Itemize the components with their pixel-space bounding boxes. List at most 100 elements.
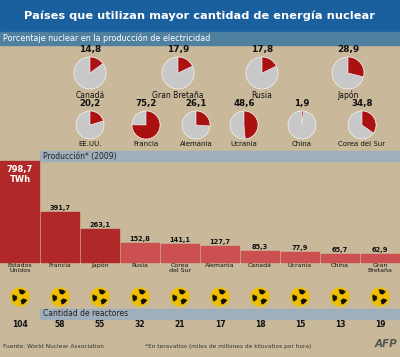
Wedge shape xyxy=(52,294,58,302)
Wedge shape xyxy=(12,294,18,302)
Circle shape xyxy=(58,295,62,299)
Circle shape xyxy=(131,288,149,306)
Bar xyxy=(80,229,119,262)
Text: 20,2: 20,2 xyxy=(79,99,101,108)
Circle shape xyxy=(171,288,189,306)
Text: 65,7: 65,7 xyxy=(332,247,348,253)
Wedge shape xyxy=(299,289,306,295)
Circle shape xyxy=(51,288,69,306)
Text: 15: 15 xyxy=(295,320,305,329)
Wedge shape xyxy=(252,294,258,302)
Bar xyxy=(320,254,359,262)
Wedge shape xyxy=(292,294,298,302)
Wedge shape xyxy=(19,289,26,295)
Text: Canadá: Canadá xyxy=(248,263,272,268)
Text: Rusia: Rusia xyxy=(252,91,272,100)
Bar xyxy=(0,161,39,262)
Wedge shape xyxy=(132,294,138,302)
Text: Corea del Sur: Corea del Sur xyxy=(338,141,386,147)
Bar xyxy=(40,212,79,262)
Text: 17,8: 17,8 xyxy=(251,45,273,54)
Text: Gran
Bretaña: Gran Bretaña xyxy=(368,263,392,273)
Wedge shape xyxy=(332,294,338,302)
Bar xyxy=(40,309,400,319)
Text: 48,6: 48,6 xyxy=(233,99,255,108)
Wedge shape xyxy=(244,111,258,139)
Text: Ucrania: Ucrania xyxy=(230,141,258,147)
Text: 141,1: 141,1 xyxy=(170,237,190,243)
Text: Producción* (2009): Producción* (2009) xyxy=(43,151,117,161)
Text: Cantidad de reactores: Cantidad de reactores xyxy=(43,310,128,318)
Circle shape xyxy=(18,295,22,299)
Circle shape xyxy=(138,295,142,299)
Wedge shape xyxy=(99,289,106,295)
Wedge shape xyxy=(379,289,386,295)
Text: 798,7
TWh: 798,7 TWh xyxy=(7,165,33,185)
Wedge shape xyxy=(288,111,316,139)
Wedge shape xyxy=(300,298,308,305)
Text: 85,3: 85,3 xyxy=(252,244,268,250)
Text: AFP: AFP xyxy=(374,339,397,349)
Wedge shape xyxy=(332,57,364,89)
Wedge shape xyxy=(302,111,304,125)
Text: Países que utilizan mayor cantidad de energía nuclear: Países que utilizan mayor cantidad de en… xyxy=(24,11,376,21)
Text: 26,1: 26,1 xyxy=(185,99,207,108)
Text: 127,7: 127,7 xyxy=(210,239,230,245)
Wedge shape xyxy=(140,298,148,305)
Bar xyxy=(240,251,279,262)
Text: Corea
del Sur: Corea del Sur xyxy=(169,263,191,273)
Text: 75,2: 75,2 xyxy=(135,99,157,108)
Text: EE.UU.: EE.UU. xyxy=(78,141,102,147)
Text: 104: 104 xyxy=(12,320,28,329)
Text: *En teravatios (miles de millones de kilovatios por hora): *En teravatios (miles de millones de kil… xyxy=(145,344,311,349)
Text: 32: 32 xyxy=(135,320,145,329)
Text: Japón: Japón xyxy=(91,263,109,268)
Text: Canadá: Canadá xyxy=(75,91,105,100)
Wedge shape xyxy=(212,294,218,302)
Bar xyxy=(40,151,400,161)
Wedge shape xyxy=(348,57,364,77)
Text: 18: 18 xyxy=(255,320,265,329)
Circle shape xyxy=(11,288,29,306)
Text: 152,8: 152,8 xyxy=(130,236,150,242)
Wedge shape xyxy=(362,111,376,133)
Wedge shape xyxy=(59,289,66,295)
Circle shape xyxy=(338,295,342,299)
Circle shape xyxy=(91,288,109,306)
Circle shape xyxy=(178,295,182,299)
Text: 55: 55 xyxy=(95,320,105,329)
Wedge shape xyxy=(262,57,276,73)
Text: 28,9: 28,9 xyxy=(337,45,359,54)
Circle shape xyxy=(291,288,309,306)
Text: 391,7: 391,7 xyxy=(50,206,70,211)
Text: Alemania: Alemania xyxy=(180,141,212,147)
Text: Ucrania: Ucrania xyxy=(288,263,312,268)
Text: 62,9: 62,9 xyxy=(372,247,388,253)
Wedge shape xyxy=(260,298,268,305)
Wedge shape xyxy=(90,57,103,73)
Text: Fuente: World Nuclear Association: Fuente: World Nuclear Association xyxy=(3,344,104,349)
Wedge shape xyxy=(340,298,348,305)
Wedge shape xyxy=(162,57,194,89)
Wedge shape xyxy=(179,289,186,295)
Wedge shape xyxy=(259,289,266,295)
Circle shape xyxy=(98,295,102,299)
Circle shape xyxy=(331,288,349,306)
Wedge shape xyxy=(60,298,68,305)
Wedge shape xyxy=(220,298,228,305)
Bar xyxy=(0,0,400,32)
Text: 58: 58 xyxy=(55,320,65,329)
Circle shape xyxy=(251,288,269,306)
Text: Alemania: Alemania xyxy=(205,263,235,268)
Text: Francia: Francia xyxy=(49,263,71,268)
Circle shape xyxy=(211,288,229,306)
Circle shape xyxy=(378,295,382,299)
Wedge shape xyxy=(74,57,106,89)
Text: Estados
Unidos: Estados Unidos xyxy=(8,263,32,273)
Wedge shape xyxy=(100,298,108,305)
Wedge shape xyxy=(219,289,226,295)
Text: 14,8: 14,8 xyxy=(79,45,101,54)
Wedge shape xyxy=(380,298,388,305)
Text: 17: 17 xyxy=(215,320,225,329)
Bar xyxy=(120,243,159,262)
